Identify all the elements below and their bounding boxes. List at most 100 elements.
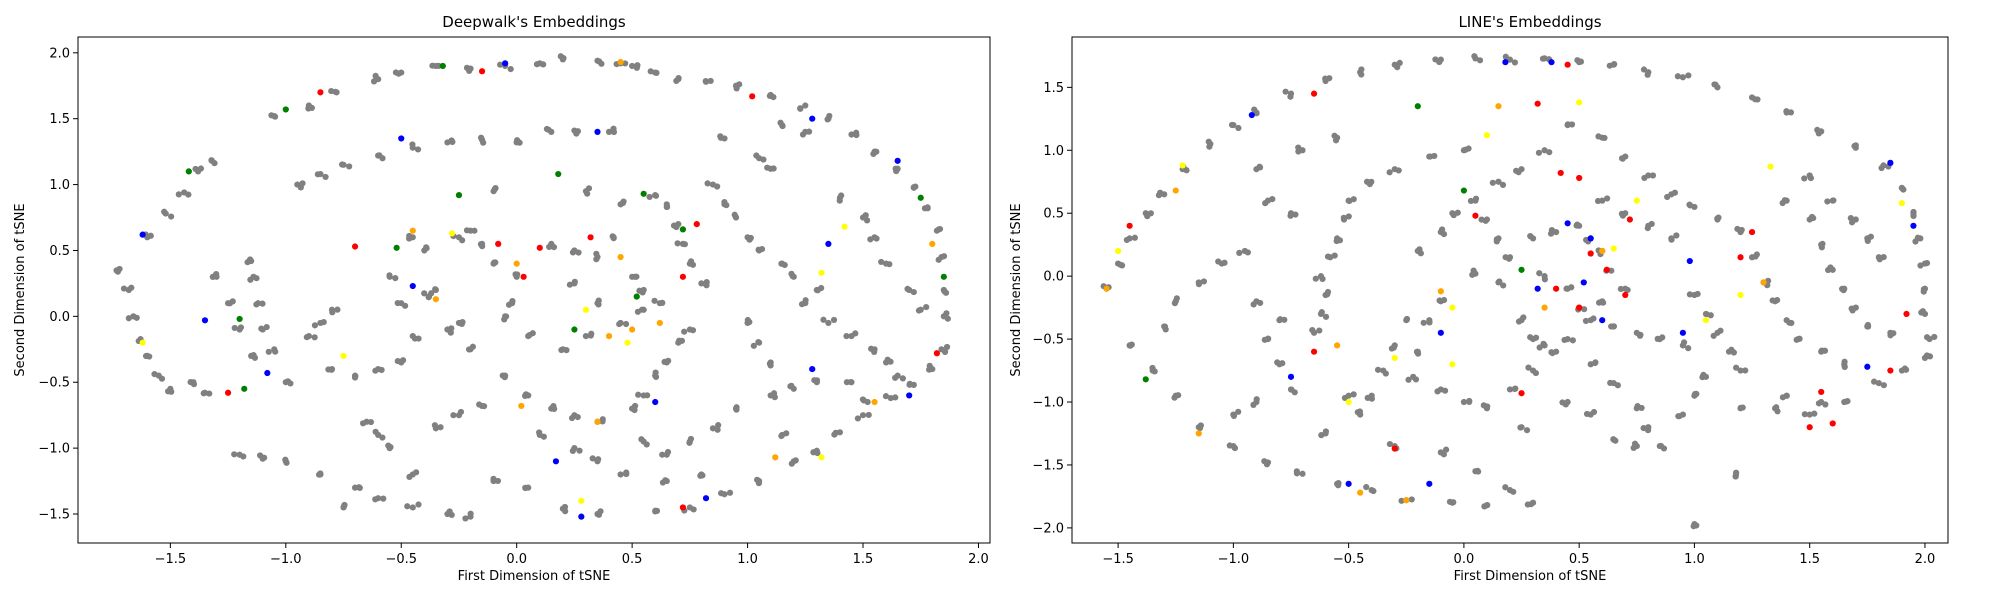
scatter-point-grey [569, 447, 576, 455]
scatter-point-grey [1568, 284, 1575, 291]
scatter-point-grey [1441, 387, 1449, 394]
scatter-point-grey [733, 404, 740, 411]
scatter-point-grey [1144, 213, 1151, 220]
scatter-point-grey [1466, 398, 1473, 405]
scatter-point-grey [1471, 53, 1478, 60]
scatter-point-grey [346, 163, 353, 170]
scatter-point-grey [187, 379, 194, 386]
scatter-point-yellow [1767, 163, 1774, 170]
scatter-point-red [679, 273, 687, 280]
scatter-point-grey [1594, 197, 1602, 205]
scatter-point-grey [231, 451, 238, 458]
scatter-point-red [1603, 266, 1610, 273]
scatter-point-grey [1581, 306, 1588, 313]
scatter-point-red [1534, 100, 1541, 107]
line-scatter-panel: LINE's Embeddings First Dimension of tSN… [1009, 13, 1949, 584]
scatter-point-grey [884, 356, 891, 363]
scatter-point-grey [540, 433, 547, 440]
scatter-point-grey [1910, 212, 1917, 220]
scatter-point-blue [702, 495, 710, 502]
scatter-point-yellow [448, 230, 456, 237]
scatter-point-grey [824, 116, 831, 123]
scatter-point-grey [910, 288, 917, 296]
scatter-point-grey [1641, 174, 1648, 182]
scatter-point-grey [1583, 410, 1591, 418]
scatter-point-orange [1599, 247, 1606, 255]
scatter-point-grey [521, 392, 529, 400]
scatter-point-grey [717, 490, 725, 497]
scatter-point-grey [1686, 291, 1694, 298]
scatter-point-grey [830, 316, 838, 324]
scatter-point-blue [1502, 59, 1509, 66]
scatter-point-grey [1547, 230, 1555, 237]
scatter-point-grey [623, 469, 630, 476]
scatter-point-grey [1434, 388, 1441, 395]
scatter-point-grey [810, 449, 817, 456]
scatter-point-blue [409, 282, 416, 290]
scatter-point-yellow [624, 339, 631, 346]
scatter-point-grey [942, 289, 950, 296]
scatter-point-blue [906, 392, 913, 399]
scatter-point-grey [399, 357, 407, 364]
scatter-point-grey [404, 503, 411, 510]
scatter-point-red [1587, 250, 1594, 257]
scatter-point-grey [1737, 367, 1744, 374]
scatter-point-grey [1235, 408, 1242, 415]
chart-title: LINE's Embeddings [1458, 13, 1601, 31]
scatter-point-grey [334, 306, 341, 313]
scatter-point-grey [247, 276, 254, 283]
scatter-point-grey [147, 232, 154, 239]
scatter-point-yellow [340, 352, 347, 359]
scatter-point-yellow [1345, 398, 1352, 406]
scatter-point-grey [329, 309, 336, 316]
scatter-point-grey [151, 371, 158, 378]
scatter-point-grey [1291, 389, 1298, 396]
scatter-point-red [1887, 367, 1894, 374]
scatter-point-grey [1370, 487, 1377, 495]
scatter-point-grey [1527, 501, 1535, 508]
scatter-point-grey [1460, 398, 1467, 406]
scatter-point-grey [1350, 391, 1357, 398]
scatter-point-grey [766, 92, 773, 100]
scatter-point-grey [1644, 225, 1651, 232]
scatter-point-grey [753, 152, 760, 159]
scatter-point-grey [770, 390, 778, 397]
scatter-point-grey [703, 279, 710, 286]
scatter-point-grey [550, 244, 558, 251]
scatter-point-grey [120, 285, 128, 292]
scatter-point-grey [593, 250, 600, 257]
scatter-point-grey [1173, 295, 1180, 302]
scatter-point-grey [251, 354, 259, 361]
x-tick-label: −1.0 [270, 552, 302, 567]
scatter-point-grey [450, 412, 457, 419]
scatter-point-grey [1660, 445, 1668, 452]
scatter-point-yellow [1633, 197, 1640, 204]
scatter-point-grey [413, 469, 420, 476]
scatter-point-grey [1230, 412, 1238, 420]
scatter-point-grey [1699, 374, 1706, 381]
scatter-point-orange [409, 227, 416, 234]
scatter-point-yellow [578, 497, 585, 504]
scatter-point-grey [616, 320, 623, 328]
scatter-point-grey [1515, 318, 1523, 325]
scatter-point-grey [798, 301, 806, 308]
scatter-point-green [555, 170, 562, 178]
scatter-point-grey [1693, 390, 1700, 397]
scatter-point-grey [610, 235, 617, 242]
scatter-point-grey [1693, 522, 1700, 529]
scatter-point-blue [1599, 317, 1606, 324]
scatter-point-grey [1807, 174, 1814, 182]
x-tick-label: 1.0 [1684, 552, 1705, 567]
scatter-point-green [236, 315, 243, 323]
scatter-point-grey [924, 204, 931, 211]
y-tick-label: −1.5 [1032, 458, 1064, 473]
scatter-point-grey [1900, 186, 1907, 193]
scatter-point-grey [1235, 124, 1242, 132]
scatter-point-grey [820, 316, 827, 323]
scatter-point-grey [1668, 236, 1675, 243]
scatter-point-grey [721, 198, 728, 206]
scatter-point-grey [1472, 195, 1480, 202]
scatter-point-green [439, 62, 446, 70]
scatter-point-grey [754, 476, 761, 483]
scatter-point-grey [1440, 231, 1448, 238]
